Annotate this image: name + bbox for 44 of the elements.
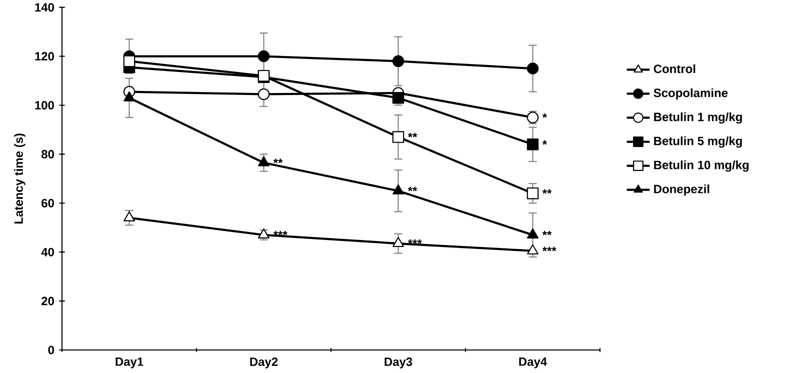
y-tick-label: 0	[48, 346, 54, 354]
point	[123, 55, 136, 68]
x-tick-label: Day1	[116, 358, 144, 368]
y-tick-label: 20	[42, 296, 54, 306]
annotation: ***	[408, 239, 422, 244]
annotation: **	[542, 230, 552, 236]
y-tick-label: 60	[42, 198, 54, 208]
point	[392, 236, 404, 248]
y-tick-label: 40	[41, 248, 54, 256]
annotation: *	[542, 140, 548, 145]
point	[124, 91, 135, 102]
y-axis-title: Latency time (s)	[14, 134, 26, 224]
point	[527, 244, 538, 254]
point	[258, 50, 270, 62]
annotation: **	[408, 186, 418, 192]
legend-label: Scopolamine	[654, 88, 728, 100]
point	[526, 187, 539, 200]
point	[392, 55, 404, 68]
legend-label: Betulin 10 mg/kg	[654, 160, 749, 172]
point	[392, 184, 404, 194]
annotation: *	[542, 113, 548, 118]
legend-label: Betulin 1 mg/kg	[654, 112, 742, 124]
annotation: ***	[542, 246, 556, 252]
x-tick-label: Day3	[384, 358, 412, 368]
y-tick-label: 100	[35, 100, 54, 110]
point	[526, 62, 539, 74]
point	[526, 138, 539, 150]
point	[124, 211, 135, 222]
legend-label: Donepezil	[654, 184, 710, 196]
legend-label: Betulin 5 mg/kg	[654, 136, 742, 148]
point	[258, 88, 270, 100]
point	[392, 131, 404, 143]
y-tick-label: 140	[35, 3, 54, 12]
y-tick-label: 80	[41, 150, 54, 158]
annotation: ***	[273, 230, 288, 236]
point	[392, 92, 404, 104]
y-tick-label: 120	[35, 52, 54, 61]
x-tick-label: Day4	[519, 358, 548, 368]
annotation: **	[273, 158, 283, 164]
annotation: **	[408, 132, 418, 138]
x-tick-label: Day2	[250, 358, 278, 368]
annotation: **	[542, 189, 552, 194]
point	[527, 228, 538, 238]
legend-label: Control	[654, 64, 696, 74]
